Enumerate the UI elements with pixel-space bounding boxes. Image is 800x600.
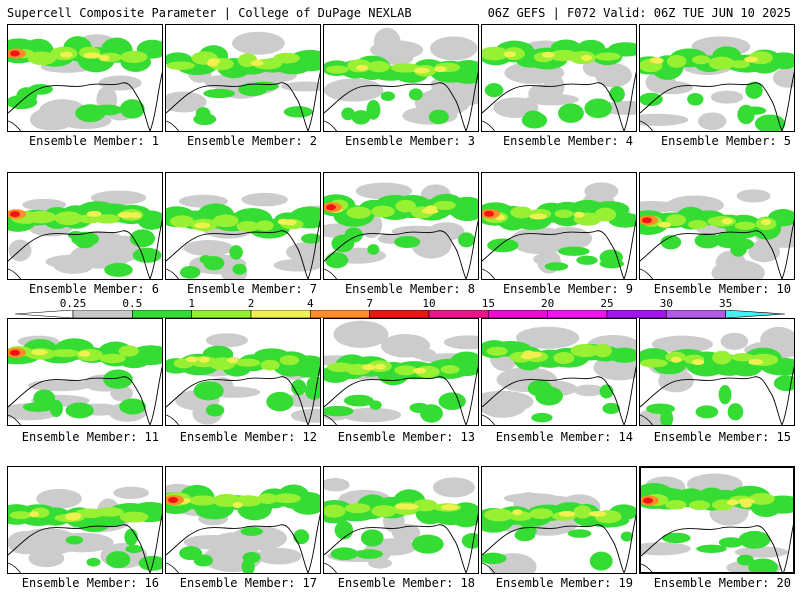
legend-tick-label: 4 — [307, 297, 314, 310]
legend-tick-label: 10 — [422, 297, 436, 310]
panel-label-16: Ensemble Member: 16 — [21, 576, 159, 590]
ensemble-panel-11 — [7, 318, 163, 426]
ensemble-panel-8 — [323, 172, 479, 280]
panel-label-8: Ensemble Member: 8 — [344, 282, 475, 296]
panel-label-10: Ensemble Member: 10 — [653, 282, 791, 296]
legend-tick-label: 0.5 — [122, 297, 143, 310]
legend-tick-label: 25 — [600, 297, 614, 310]
legend-tick-label: 35 — [719, 297, 733, 310]
panel-label-12: Ensemble Member: 12 — [179, 430, 317, 444]
scp-field-map — [482, 492, 636, 573]
panel-label-13: Ensemble Member: 13 — [337, 430, 475, 444]
scp-field-map — [324, 27, 478, 131]
panel-label-11: Ensemble Member: 11 — [21, 430, 159, 444]
legend-swatch-6 — [369, 310, 430, 318]
scp-field-map — [166, 31, 320, 131]
legend-tick-label: 1 — [188, 297, 195, 310]
scp-field-map — [324, 182, 478, 279]
scp-field-map — [166, 333, 320, 425]
ensemble-panel-12 — [165, 318, 321, 426]
legend-swatch-12 — [725, 310, 785, 318]
legend-tick-label: 30 — [659, 297, 673, 310]
ensemble-panel-16 — [7, 466, 163, 574]
legend-tick-label: 20 — [541, 297, 555, 310]
panel-label-4: Ensemble Member: 4 — [502, 134, 633, 148]
ensemble-panel-7 — [165, 172, 321, 280]
ensemble-panel-10 — [639, 172, 795, 280]
ensemble-panel-19 — [481, 466, 637, 574]
ensemble-panel-6 — [7, 172, 163, 280]
scp-field-map — [166, 192, 320, 279]
ensemble-panel-5 — [639, 24, 795, 132]
panel-label-5: Ensemble Member: 5 — [660, 134, 791, 148]
chart-title: Supercell Composite Parameter | College … — [7, 6, 412, 20]
scp-field-map — [324, 477, 478, 573]
legend-low-arrow — [15, 310, 74, 318]
ensemble-panel-1 — [7, 24, 163, 132]
legend-swatch-11 — [666, 310, 726, 318]
legend-swatch-7 — [428, 310, 489, 318]
scp-field-map — [324, 320, 478, 425]
legend-swatch-2 — [132, 310, 192, 318]
legend-tick-label: 2 — [247, 297, 255, 310]
legend-swatch-8 — [488, 310, 548, 318]
panel-label-18: Ensemble Member: 18 — [337, 576, 475, 590]
panel-label-20: Ensemble Member: 20 — [653, 576, 791, 590]
scp-field-map — [8, 34, 162, 131]
legend-swatch-5 — [310, 310, 370, 318]
legend-swatch-9 — [547, 310, 608, 318]
legend-tick-label: 15 — [481, 297, 495, 310]
legend-swatch-1 — [72, 310, 133, 318]
color-scale-bar — [15, 310, 785, 318]
scp-field-map — [8, 335, 162, 425]
ensemble-panel-14 — [481, 318, 637, 426]
scp-field-map — [8, 486, 162, 573]
panel-label-6: Ensemble Member: 6 — [28, 282, 159, 296]
legend-swatch-4 — [250, 310, 311, 318]
scp-field-map — [640, 189, 794, 279]
legend-swatch-10 — [606, 310, 667, 318]
scp-field-map — [8, 190, 162, 279]
panel-label-1: Ensemble Member: 1 — [28, 134, 159, 148]
ensemble-panel-2 — [165, 24, 321, 132]
ensemble-panel-9 — [481, 172, 637, 280]
panel-label-3: Ensemble Member: 3 — [344, 134, 475, 148]
panel-label-2: Ensemble Member: 2 — [186, 134, 317, 148]
panel-label-7: Ensemble Member: 7 — [186, 282, 317, 296]
ensemble-panel-15 — [639, 318, 795, 426]
panel-label-17: Ensemble Member: 17 — [179, 576, 317, 590]
legend-swatch-3 — [191, 310, 252, 318]
scp-field-map — [482, 39, 636, 131]
panel-label-9: Ensemble Member: 9 — [502, 282, 633, 296]
valid-time-label: 06Z GEFS | F072 Valid: 06Z TUE JUN 10 20… — [487, 6, 791, 20]
legend-tick-label: 7 — [366, 297, 373, 310]
scp-field-map — [482, 182, 636, 279]
ensemble-panel-20 — [639, 466, 795, 574]
scp-field-map — [641, 473, 793, 572]
panel-label-14: Ensemble Member: 14 — [495, 430, 633, 444]
panel-label-19: Ensemble Member: 19 — [495, 576, 633, 590]
ensemble-panel-4 — [481, 24, 637, 132]
ensemble-panel-3 — [323, 24, 479, 132]
scp-field-map — [640, 326, 794, 425]
scp-field-map — [482, 326, 636, 425]
panel-label-15: Ensemble Member: 15 — [653, 430, 791, 444]
ensemble-panel-17 — [165, 466, 321, 574]
ensemble-panel-13 — [323, 318, 479, 426]
scp-field-map — [166, 483, 320, 573]
scp-field-map — [640, 36, 794, 131]
ensemble-panel-18 — [323, 466, 479, 574]
legend-tick-label: 0.25 — [59, 297, 87, 310]
